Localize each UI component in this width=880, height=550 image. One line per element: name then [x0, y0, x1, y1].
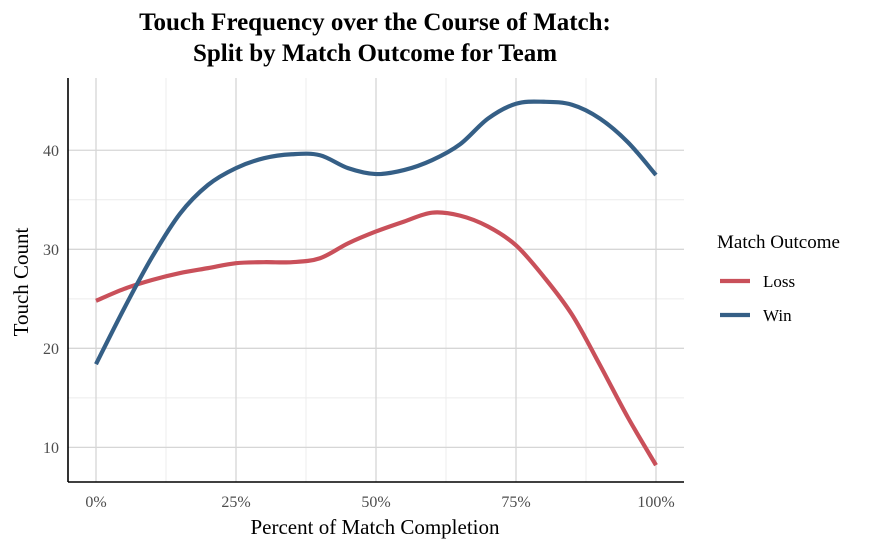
x-tick-label: 25% [221, 494, 250, 511]
axes [67, 78, 684, 483]
grid-lines [68, 78, 684, 482]
legend-title: Match Outcome [717, 232, 840, 253]
legend-label-loss: Loss [763, 272, 795, 291]
legend-label-win: Win [763, 306, 792, 325]
y-tick-label: 20 [43, 341, 59, 358]
y-axis-title: Touch Count [9, 227, 33, 336]
series-line-loss [95, 210, 658, 467]
y-tick-label: 40 [43, 143, 59, 160]
chart-title-line-1: Touch Frequency over the Course of Match… [139, 9, 611, 36]
x-axis-title: Percent of Match Completion [250, 515, 500, 539]
y-tick-label: 30 [43, 242, 59, 259]
x-tick-label: 50% [361, 494, 390, 511]
y-tick-label: 10 [43, 440, 59, 457]
x-tick-label: 0% [85, 494, 106, 511]
series-lines [94, 99, 658, 467]
tick-labels: 0% 25% 50% 75% 100% 10 20 30 40 [43, 143, 675, 511]
x-tick-label: 100% [637, 494, 674, 511]
legend: Match Outcome Loss Win [717, 232, 840, 325]
chart-title-line-2: Split by Match Outcome for Team [193, 40, 557, 67]
x-tick-label: 75% [501, 494, 530, 511]
series-line-win [94, 99, 658, 366]
